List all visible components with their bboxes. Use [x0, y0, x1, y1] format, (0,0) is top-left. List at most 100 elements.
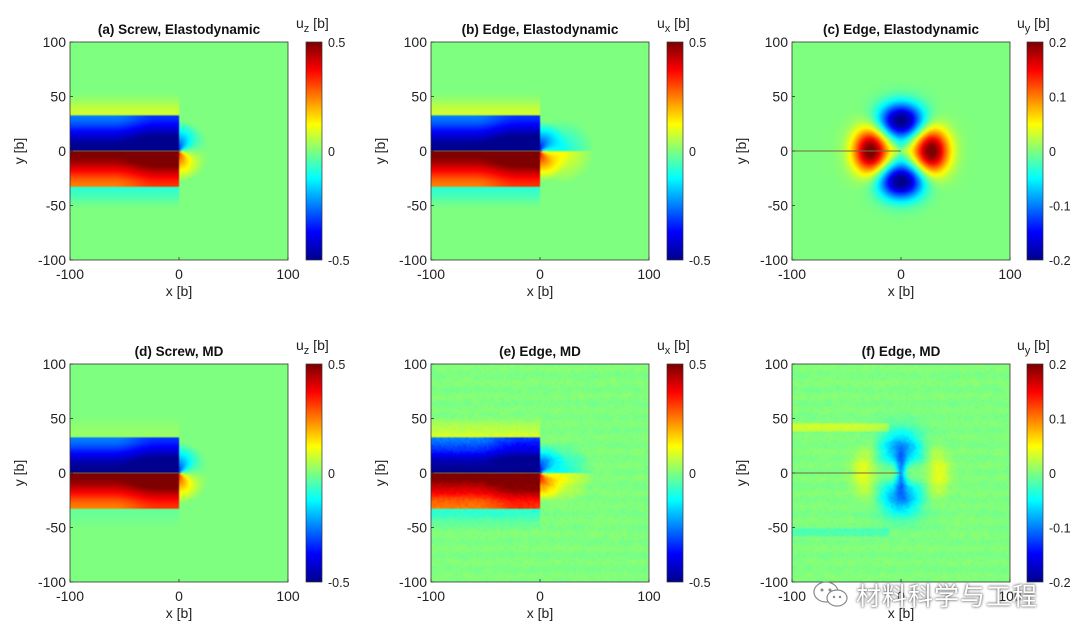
panel-title: (a) Screw, Elastodynamic: [98, 22, 261, 37]
colorbar-tick-label: 0.5: [689, 358, 706, 372]
colorbar-label: uy [b]: [1017, 337, 1050, 357]
y-tick-label: 100: [43, 34, 67, 50]
x-tick-label: 0: [536, 588, 544, 604]
y-axis-label: y [b]: [11, 460, 27, 486]
y-tick-label: 50: [411, 89, 427, 105]
colorbar-frame: [305, 363, 323, 583]
x-tick-label: 100: [637, 588, 661, 604]
x-axis-label: x [b]: [888, 605, 914, 621]
y-axis-label: y [b]: [372, 460, 388, 486]
x-tick-label: -100: [417, 266, 445, 282]
x-tick-label: 0: [897, 588, 905, 604]
y-axis-label: y [b]: [733, 138, 749, 164]
y-tick-label: 50: [50, 411, 66, 427]
colorbar-label: ux [b]: [657, 15, 690, 35]
y-tick-label: -50: [768, 198, 788, 214]
y-tick-label: 100: [404, 356, 428, 372]
y-axis-label: y [b]: [733, 460, 749, 486]
x-tick-label: 0: [897, 266, 905, 282]
colorbar-label: uz [b]: [296, 15, 329, 35]
colorbar-frame: [1026, 363, 1044, 583]
x-tick-label: 100: [637, 266, 661, 282]
colorbar: [306, 364, 322, 582]
y-tick-label: -50: [407, 198, 427, 214]
y-tick-label: 0: [419, 143, 427, 159]
panel-0: (a) Screw, Elastodynamic 100 50 0 -50 -100-10…: [11, 15, 350, 299]
x-tick-label: 100: [276, 588, 300, 604]
x-tick-label: -100: [56, 266, 84, 282]
colorbar: [667, 42, 683, 260]
watermark: 材料科学与工程: [812, 578, 1038, 612]
y-tick-label: 0: [58, 143, 66, 159]
y-tick-label: 50: [411, 411, 427, 427]
colorbar-frame: [1026, 41, 1044, 261]
x-tick-label: 100: [998, 588, 1022, 604]
x-axis-label: x [b]: [527, 605, 553, 621]
x-tick-label: 0: [175, 266, 183, 282]
y-tick-label: 50: [772, 411, 788, 427]
colorbar-tick-label: -0.2: [1049, 576, 1071, 590]
colorbar-tick-label: 0.1: [1049, 91, 1066, 105]
y-tick-label: -50: [768, 520, 788, 536]
y-axis-label: y [b]: [11, 138, 27, 164]
y-axis-label: y [b]: [372, 138, 388, 164]
colorbar-frame: [305, 41, 323, 261]
panel-5: (f) Edge, MD 100 50 0 -50 -100-100 0 100 x [b] y …: [733, 337, 1071, 621]
x-tick-label: 100: [276, 266, 300, 282]
colorbar: [306, 42, 322, 260]
colorbar-tick-label: 0: [1049, 145, 1056, 159]
panel-title: (d) Screw, MD: [135, 344, 224, 359]
colorbar-tick-label: -0.5: [328, 576, 350, 590]
y-tick-label: 0: [58, 465, 66, 481]
panel-1: (b) Edge, Elastodynamic 100 50 0 -50 -100-100…: [372, 15, 711, 299]
colorbar-tick-label: 0.5: [328, 36, 345, 50]
y-tick-label: -100: [38, 252, 66, 268]
colorbar-tick-label: -0.5: [689, 254, 711, 268]
colorbar-frame: [666, 41, 684, 261]
panel-title: (b) Edge, Elastodynamic: [462, 22, 619, 37]
y-tick-label: 0: [780, 143, 788, 159]
colorbar: [1027, 364, 1043, 582]
colorbar-tick-label: 0: [689, 145, 696, 159]
x-tick-label: 100: [998, 266, 1022, 282]
y-tick-label: 50: [772, 89, 788, 105]
y-tick-label: 100: [404, 34, 428, 50]
y-tick-label: -100: [399, 252, 427, 268]
x-tick-label: -100: [56, 588, 84, 604]
colorbar-label: uy [b]: [1017, 15, 1050, 35]
colorbar: [1027, 42, 1043, 260]
colorbar: [667, 364, 683, 582]
colorbar-tick-label: 0.1: [1049, 413, 1066, 427]
panel-4: (e) Edge, MD 100 50 0 -50 -100-100 0 100 x [b] y …: [372, 337, 711, 621]
colorbar-label: ux [b]: [657, 337, 690, 357]
y-tick-label: 0: [780, 465, 788, 481]
x-axis-label: x [b]: [527, 283, 553, 299]
colorbar-tick-label: -0.1: [1049, 522, 1071, 536]
y-tick-label: -50: [46, 520, 66, 536]
x-tick-label: -100: [417, 588, 445, 604]
y-tick-label: -50: [407, 520, 427, 536]
x-axis-label: x [b]: [888, 283, 914, 299]
colorbar-tick-label: 0: [689, 467, 696, 481]
colorbar-tick-label: 0.5: [689, 36, 706, 50]
panel-2: (c) Edge, Elastodynamic 100 50 0 -50 -100-100…: [733, 15, 1071, 299]
colorbar-tick-label: 0: [328, 145, 335, 159]
colorbar-frame: [666, 363, 684, 583]
colorbar-label: uz [b]: [296, 337, 329, 357]
x-tick-label: -100: [778, 588, 806, 604]
y-tick-label: 100: [765, 356, 789, 372]
y-tick-label: -100: [760, 574, 788, 590]
y-tick-label: -50: [46, 198, 66, 214]
colorbar-tick-label: 0: [328, 467, 335, 481]
y-tick-label: 0: [419, 465, 427, 481]
panel-3: (d) Screw, MD 100 50 0 -50 -100-100 0 100 x [b] y…: [11, 337, 350, 621]
panel-title: (e) Edge, MD: [499, 344, 581, 359]
colorbar-tick-label: -0.5: [689, 576, 711, 590]
x-tick-label: 0: [536, 266, 544, 282]
y-tick-label: 50: [50, 89, 66, 105]
y-tick-label: -100: [760, 252, 788, 268]
wechat-icon: [812, 580, 850, 610]
colorbar-tick-label: -0.1: [1049, 200, 1071, 214]
colorbar-tick-label: 0: [1049, 467, 1056, 481]
